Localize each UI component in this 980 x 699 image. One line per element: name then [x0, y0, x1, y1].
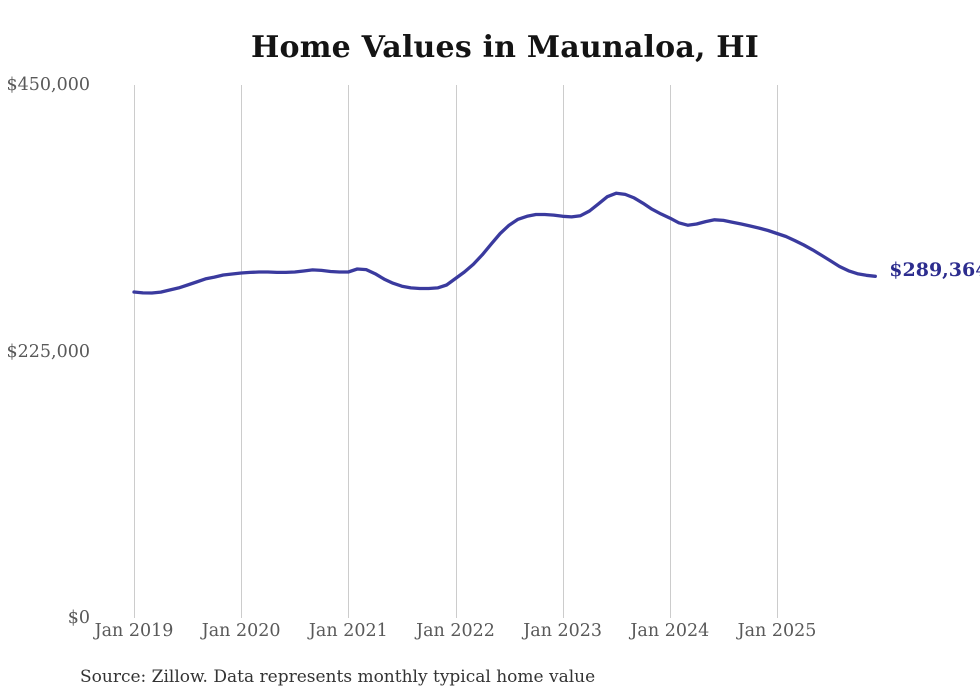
latest-value-label: $289,364 — [889, 259, 980, 282]
y-tick-label: $450,000 — [6, 75, 90, 95]
y-tick-label: $225,000 — [6, 341, 90, 362]
gridline — [562, 85, 564, 618]
x-tick-label: Jan 2019 — [94, 621, 174, 641]
x-tick-label: Jan 2021 — [308, 621, 388, 641]
gridline — [669, 85, 671, 618]
x-tick-label: Jan 2020 — [201, 621, 281, 641]
source-note: Source: Zillow. Data represents monthly … — [80, 667, 596, 687]
x-tick-label: Jan 2023 — [523, 621, 603, 641]
gridline — [241, 85, 243, 618]
x-tick-label: Jan 2025 — [737, 621, 817, 641]
gridline — [777, 85, 779, 618]
chart-title: Home Values in Maunaloa, HI — [250, 30, 760, 65]
x-tick-label: Jan 2024 — [630, 621, 710, 641]
gridline — [134, 85, 135, 618]
gridline — [455, 85, 457, 618]
value-line — [132, 191, 877, 295]
y-tick-label: $0 — [67, 608, 90, 628]
gridline — [348, 85, 350, 618]
x-tick-label: Jan 2022 — [416, 621, 495, 641]
